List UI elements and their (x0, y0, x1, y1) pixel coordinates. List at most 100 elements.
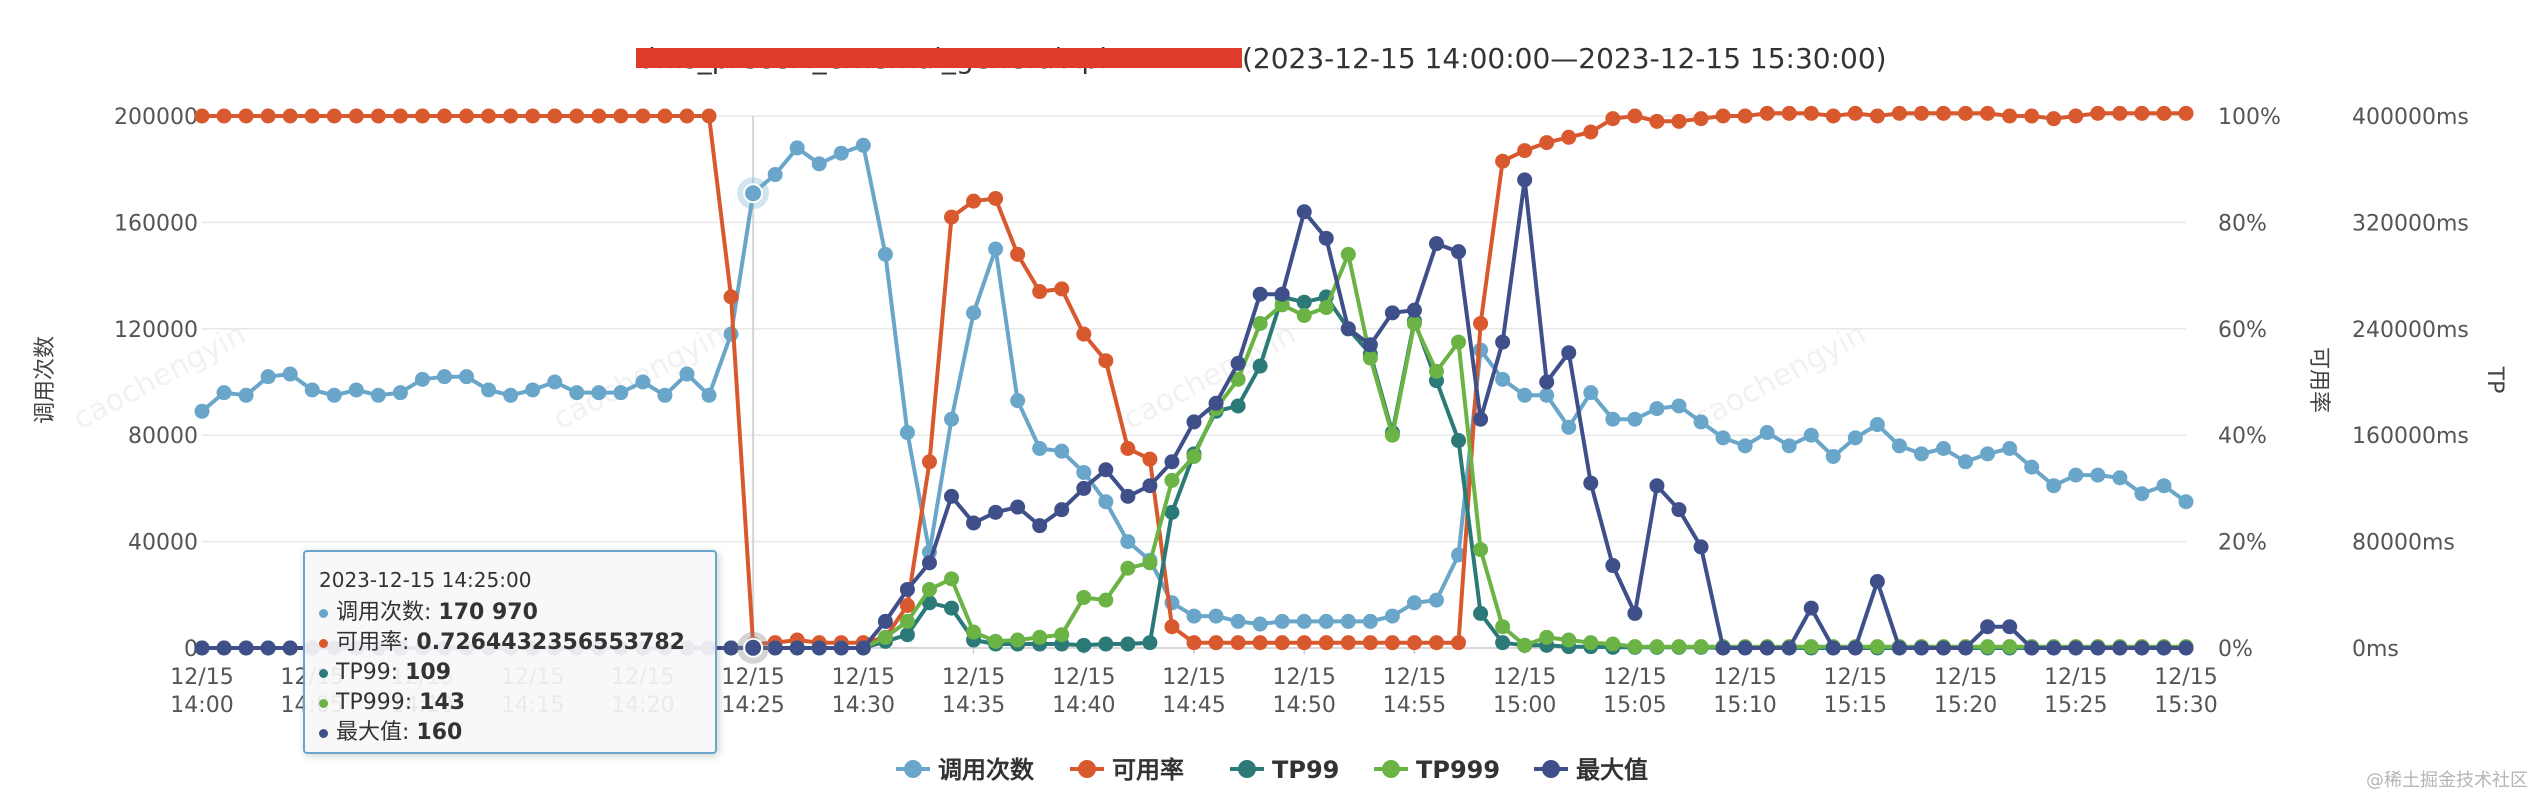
x-tick-label-date: 12/15 (1493, 665, 1556, 690)
legend[interactable]: 调用次数 可用率 TP99 TP999 最大值 (896, 756, 1648, 784)
legend-dot-icon (904, 760, 922, 778)
data-point (1428, 363, 1444, 379)
data-point (1759, 425, 1775, 441)
data-point (877, 613, 893, 629)
data-point (1869, 417, 1885, 433)
data-point (1451, 334, 1467, 350)
x-tick-label-date: 12/15 (1603, 665, 1666, 690)
data-point (1649, 401, 1665, 417)
data-point (1451, 635, 1467, 651)
data-point (326, 108, 342, 124)
data-point (1142, 451, 1158, 467)
data-point (2068, 108, 2084, 124)
x-tick-label-time: 14:50 (1273, 693, 1336, 718)
data-point (2112, 640, 2128, 656)
highlight-point-calls (743, 183, 764, 204)
data-point (1230, 371, 1246, 387)
data-point (679, 366, 695, 382)
data-point (1649, 113, 1665, 129)
data-point (1274, 613, 1290, 629)
legend-item[interactable]: 最大值 (1534, 756, 1648, 784)
data-point (1980, 105, 1996, 121)
data-point (1627, 605, 1643, 621)
data-point (1671, 639, 1687, 655)
data-point (481, 108, 497, 124)
data-point (899, 613, 915, 629)
data-point (966, 624, 982, 640)
data-point (1274, 286, 1290, 302)
data-point (216, 385, 232, 401)
right-axis-2-title: TP (2482, 366, 2507, 394)
data-point (701, 108, 717, 124)
data-point (1296, 613, 1312, 629)
data-point (2090, 467, 2106, 483)
tooltip-label-tp99: TP99: (336, 660, 406, 685)
tooltip-label-tp999: TP999: (336, 690, 420, 715)
data-point (591, 108, 607, 124)
data-point (1891, 105, 1907, 121)
data-point (1517, 143, 1533, 159)
series-4 (194, 172, 2194, 656)
data-point (1825, 640, 1841, 656)
x-tick-label-time: 14:25 (721, 693, 784, 718)
data-point (767, 167, 783, 183)
series-0 (194, 137, 2194, 632)
data-point (569, 385, 585, 401)
legend-item[interactable]: TP999 (1374, 756, 1500, 784)
data-point (1891, 438, 1907, 454)
data-point (1958, 105, 1974, 121)
data-point (1164, 619, 1180, 635)
data-point (1936, 640, 1952, 656)
data-point (1958, 454, 1974, 470)
data-point (1539, 374, 1555, 390)
data-point (1208, 635, 1224, 651)
data-point (1318, 613, 1334, 629)
data-point (194, 108, 210, 124)
data-point (1010, 393, 1026, 409)
data-point (944, 600, 960, 616)
data-point (282, 108, 298, 124)
data-point (1913, 640, 1929, 656)
data-point (944, 488, 960, 504)
data-point (1803, 639, 1819, 655)
data-point (1186, 414, 1202, 430)
data-point (1186, 635, 1202, 651)
data-point (944, 571, 960, 587)
data-point (1451, 433, 1467, 449)
left-tick-label: 160000 (114, 211, 198, 236)
data-point (1561, 419, 1577, 435)
x-tick-label-date: 12/15 (1162, 665, 1225, 690)
data-point (2178, 105, 2194, 121)
data-point (657, 108, 673, 124)
data-point (1715, 430, 1731, 446)
data-point (1781, 438, 1797, 454)
data-point (1737, 640, 1753, 656)
data-point (1869, 639, 1885, 655)
legend-item[interactable]: TP99 (1230, 756, 1339, 784)
x-tick-label-time: 15:25 (2044, 693, 2107, 718)
legend-label: 最大值 (1576, 756, 1648, 784)
data-point (2178, 494, 2194, 510)
data-point (525, 382, 541, 398)
legend-dot-icon (1238, 760, 1256, 778)
data-point (1847, 105, 1863, 121)
right1-tick-label: 0% (2218, 637, 2253, 662)
data-point (635, 374, 651, 390)
legend-item[interactable]: 可用率 (1070, 756, 1184, 784)
legend-item[interactable]: 调用次数 (896, 756, 1035, 784)
data-point (304, 108, 320, 124)
data-point (988, 633, 1004, 649)
data-point (613, 385, 629, 401)
data-point (2002, 619, 2018, 635)
left-tick-label: 40000 (128, 531, 198, 556)
data-point (1384, 427, 1400, 443)
right1-tick-label: 40% (2218, 424, 2267, 449)
data-point (1252, 286, 1268, 302)
data-point (1980, 619, 1996, 635)
data-point (877, 629, 893, 645)
legend-dot-icon (1542, 760, 1560, 778)
data-point (1495, 371, 1511, 387)
data-point (1208, 608, 1224, 624)
x-tick-label-time: 14:30 (832, 693, 895, 718)
data-point (1406, 595, 1422, 611)
